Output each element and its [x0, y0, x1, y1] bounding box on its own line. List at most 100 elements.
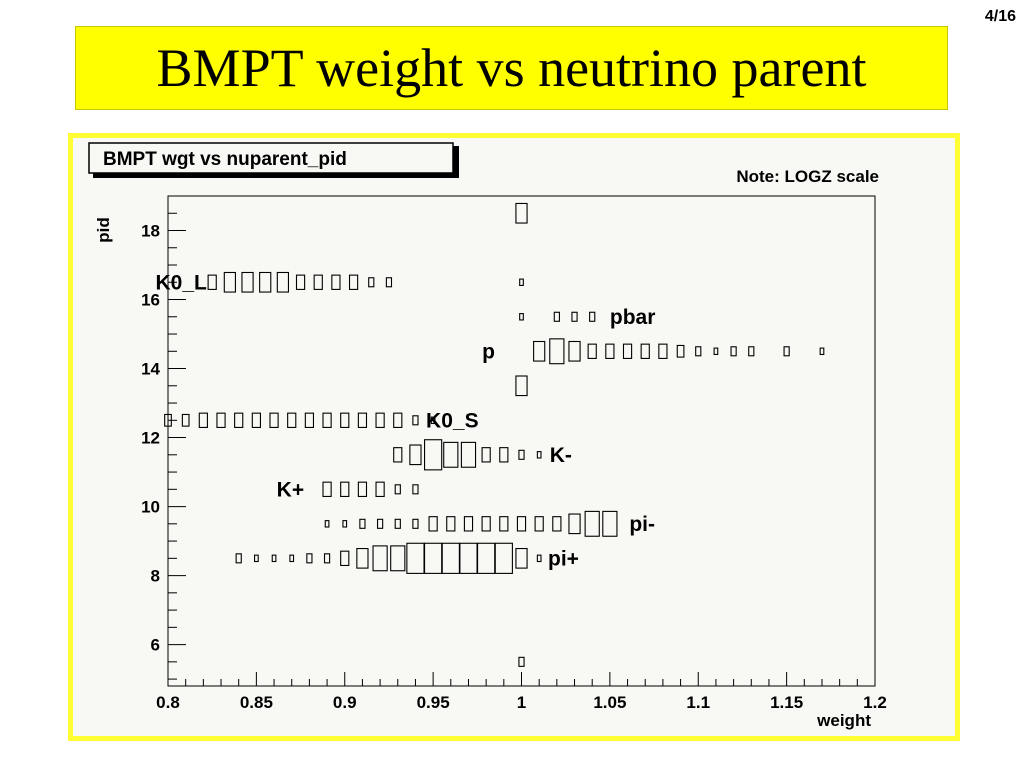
y-tick-label: 12: [141, 429, 160, 448]
heatmap-cell: [428, 516, 438, 532]
heatmap-cell: [306, 553, 313, 564]
x-tick-label: 0.9: [333, 693, 357, 712]
heatmap-cell: [372, 545, 388, 572]
heatmap-cell: [515, 202, 528, 224]
y-axis-label: pid: [94, 217, 113, 243]
heatmap-cell: [251, 412, 261, 428]
heatmap-cell: [348, 274, 359, 290]
heatmap-cell: [481, 447, 491, 463]
heatmap-cell: [409, 444, 422, 466]
plot-area: [167, 195, 876, 687]
particle-label: K0_L: [156, 271, 208, 294]
x-tick-label: 1.1: [686, 693, 710, 712]
heatmap-cell: [322, 481, 332, 498]
heatmap-cell: [499, 516, 509, 532]
heatmap-cell: [695, 346, 702, 357]
heatmap-cell: [356, 547, 369, 569]
y-tick-label: 16: [141, 291, 160, 310]
heatmap-cell: [605, 343, 615, 359]
heatmap-cell: [340, 412, 350, 428]
heatmap-cell: [259, 271, 272, 293]
heatmap-cell: [304, 412, 315, 428]
heatmap-cell: [481, 516, 491, 532]
heatmap-cell: [223, 271, 236, 293]
heatmap-cell: [748, 346, 755, 357]
particle-label: K+: [277, 478, 304, 501]
heatmap-cell: [584, 510, 600, 537]
logz-note: Note: LOGZ scale: [736, 167, 879, 186]
particle-label: pi+: [548, 547, 579, 570]
heatmap-cell: [516, 516, 527, 532]
slide-title-box: BMPT weight vs neutrino parent: [75, 26, 948, 110]
heatmap-cell: [518, 449, 525, 460]
heatmap-cell: [295, 274, 306, 290]
axis-ticks: 0.8 0.85 0.9 0.95 1 1.05 1.1 1.15 1.2 6 8 10 12 14 16 1…: [141, 212, 887, 712]
x-tick-label: 1.05: [593, 693, 626, 712]
heatmap-cell: [424, 439, 443, 471]
heatmap-cell: [376, 518, 384, 529]
heatmap-cell: [216, 412, 226, 428]
heatmap-cell: [518, 656, 525, 667]
heatmap-cell: [553, 311, 560, 322]
heatmap-cell: [549, 338, 565, 365]
heatmap-cell: [412, 484, 419, 495]
particle-label: pi-: [629, 513, 655, 536]
heatmap-cell: [477, 542, 496, 574]
chart-canvas: BMPT wgt vs nuparent_pid Note: LOGZ scal…: [73, 138, 955, 736]
heatmap-cell: [568, 513, 581, 535]
heatmap-cell: [622, 343, 633, 359]
heatmap-cell: [443, 441, 459, 468]
heatmap-cell: [412, 518, 419, 529]
heatmap-cell: [357, 481, 368, 498]
heatmap-cell: [340, 550, 350, 567]
y-tick-label: 10: [141, 498, 160, 517]
heatmap-cell: [254, 554, 259, 563]
heatmap-cell: [534, 516, 544, 532]
heatmap-cell: [519, 278, 524, 287]
heatmap-cell: [494, 542, 513, 574]
heatmap-cell: [730, 346, 737, 357]
heatmap-cell: [340, 481, 350, 498]
heatmap-cell: [198, 412, 208, 428]
heatmap-cell: [368, 277, 375, 288]
heatmap-cell: [181, 413, 190, 427]
particle-label: K-: [550, 444, 572, 467]
heatmap-cell: [393, 447, 403, 463]
particle-label: K0_S: [426, 409, 479, 432]
heatmap-cell: [287, 412, 297, 428]
slide-title: BMPT weight vs neutrino parent: [156, 38, 867, 98]
heatmap-cell: [331, 274, 341, 290]
chart-title: BMPT wgt vs nuparent_pid: [103, 149, 347, 170]
heatmap-cell: [269, 412, 279, 428]
chart-title-box: [88, 142, 454, 174]
heatmap-cell: [819, 347, 825, 356]
heatmap-cells: [164, 202, 825, 667]
heatmap-cell: [463, 516, 474, 532]
heatmap-cell: [322, 412, 332, 428]
heatmap-cell: [783, 346, 790, 357]
heatmap-cell: [430, 416, 436, 425]
heatmap-cell: [602, 510, 618, 537]
heatmap-cell: [276, 271, 290, 293]
particle-label: p: [482, 340, 495, 363]
heatmap-cell: [357, 412, 368, 428]
heatmap-cell: [515, 375, 528, 397]
y-tick-label: 6: [151, 636, 160, 655]
heatmap-cell: [234, 412, 244, 428]
heatmap-cell: [536, 451, 542, 459]
heatmap-cell: [589, 311, 596, 322]
heatmap-cell: [241, 271, 254, 293]
heatmap-cell: [385, 277, 393, 288]
x-tick-label: 1.2: [863, 693, 887, 712]
heatmap-cell: [323, 553, 331, 564]
heatmap-cell: [394, 518, 401, 529]
heatmap-cell: [676, 344, 685, 358]
heatmap-cell: [324, 520, 330, 528]
heatmap-cell: [640, 343, 650, 359]
heatmap-cell: [446, 516, 456, 532]
heatmap-chart: BMPT wgt vs nuparent_pid Note: LOGZ scal…: [88, 142, 887, 730]
particle-label: pbar: [610, 306, 656, 329]
heatmap-cell: [536, 554, 542, 563]
heatmap-cell: [658, 343, 668, 359]
y-tick-label: 14: [141, 360, 160, 379]
